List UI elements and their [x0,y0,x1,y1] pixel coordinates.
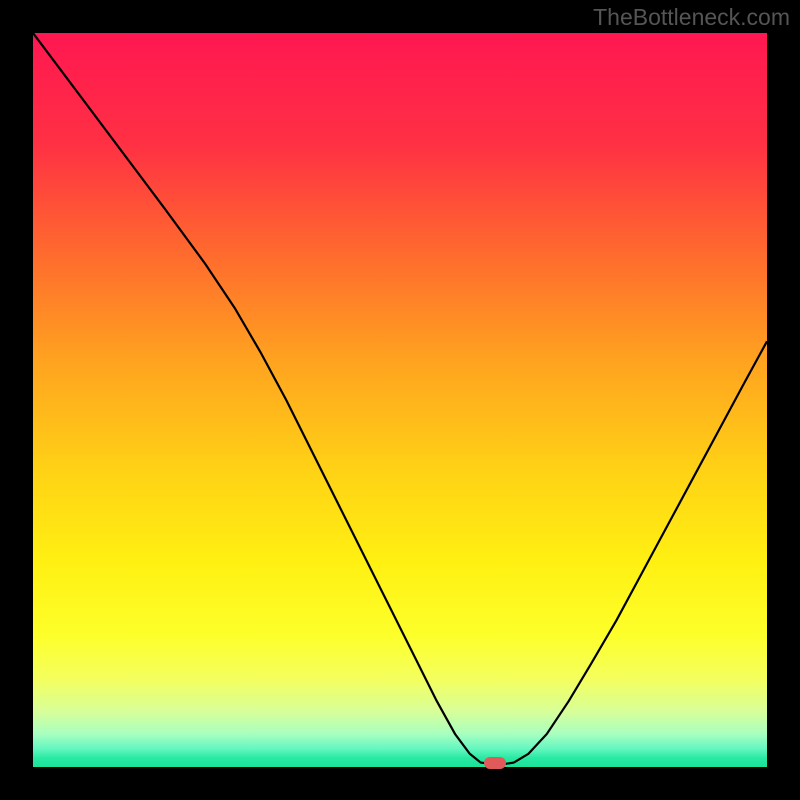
optimal-marker [484,757,506,769]
curve-path [33,33,767,765]
watermark-text: TheBottleneck.com [593,4,790,31]
chart-frame: TheBottleneck.com [0,0,800,800]
bottleneck-curve [33,33,767,767]
plot-area [33,33,767,767]
